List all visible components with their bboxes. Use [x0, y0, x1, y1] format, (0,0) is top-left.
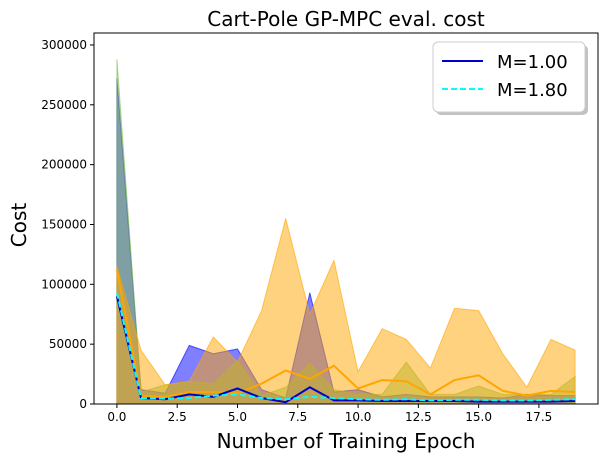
legend: M=1.00 M=1.80	[432, 41, 588, 115]
x-tick-label: 5.0	[228, 410, 247, 424]
axes	[93, 32, 599, 405]
x-tick-label: 12.5	[405, 410, 432, 424]
y-tick-label: 150000	[41, 217, 87, 231]
series-line-1	[115, 296, 576, 404]
chart-title: Cart-Pole GP-MPC eval. cost	[207, 7, 485, 31]
x-axis-ticks: 0.0 2.5 5.0 7.5 10.0 12.5 15.0 17.5	[107, 404, 552, 424]
x-axis-label: Number of Training Epoch	[217, 429, 476, 453]
y-tick-label: 200000	[41, 158, 87, 172]
x-tick-label: 0.0	[107, 410, 126, 424]
y-tick-label: 250000	[41, 98, 87, 112]
y-axis-label: Cost	[7, 203, 31, 248]
legend-label-1: M=1.00	[497, 52, 568, 73]
y-tick-label: 300000	[41, 38, 87, 52]
x-tick-label: 10.0	[345, 410, 372, 424]
y-tick-label: 100000	[41, 277, 87, 291]
x-tick-label: 7.5	[288, 410, 307, 424]
legend-box	[432, 41, 586, 113]
y-tick-label: 0	[79, 397, 87, 411]
series-line-3	[115, 269, 576, 398]
axes-frame	[93, 32, 599, 405]
x-tick-label: 2.5	[168, 410, 187, 424]
x-tick-label: 15.0	[465, 410, 492, 424]
series-lines	[115, 269, 576, 404]
legend-label-2: M=1.80	[497, 80, 568, 101]
x-tick-label: 17.5	[526, 410, 553, 424]
y-axis-ticks: 0 50000 100000 150000 200000 250000 300000	[41, 38, 94, 411]
y-tick-label: 50000	[49, 337, 87, 351]
